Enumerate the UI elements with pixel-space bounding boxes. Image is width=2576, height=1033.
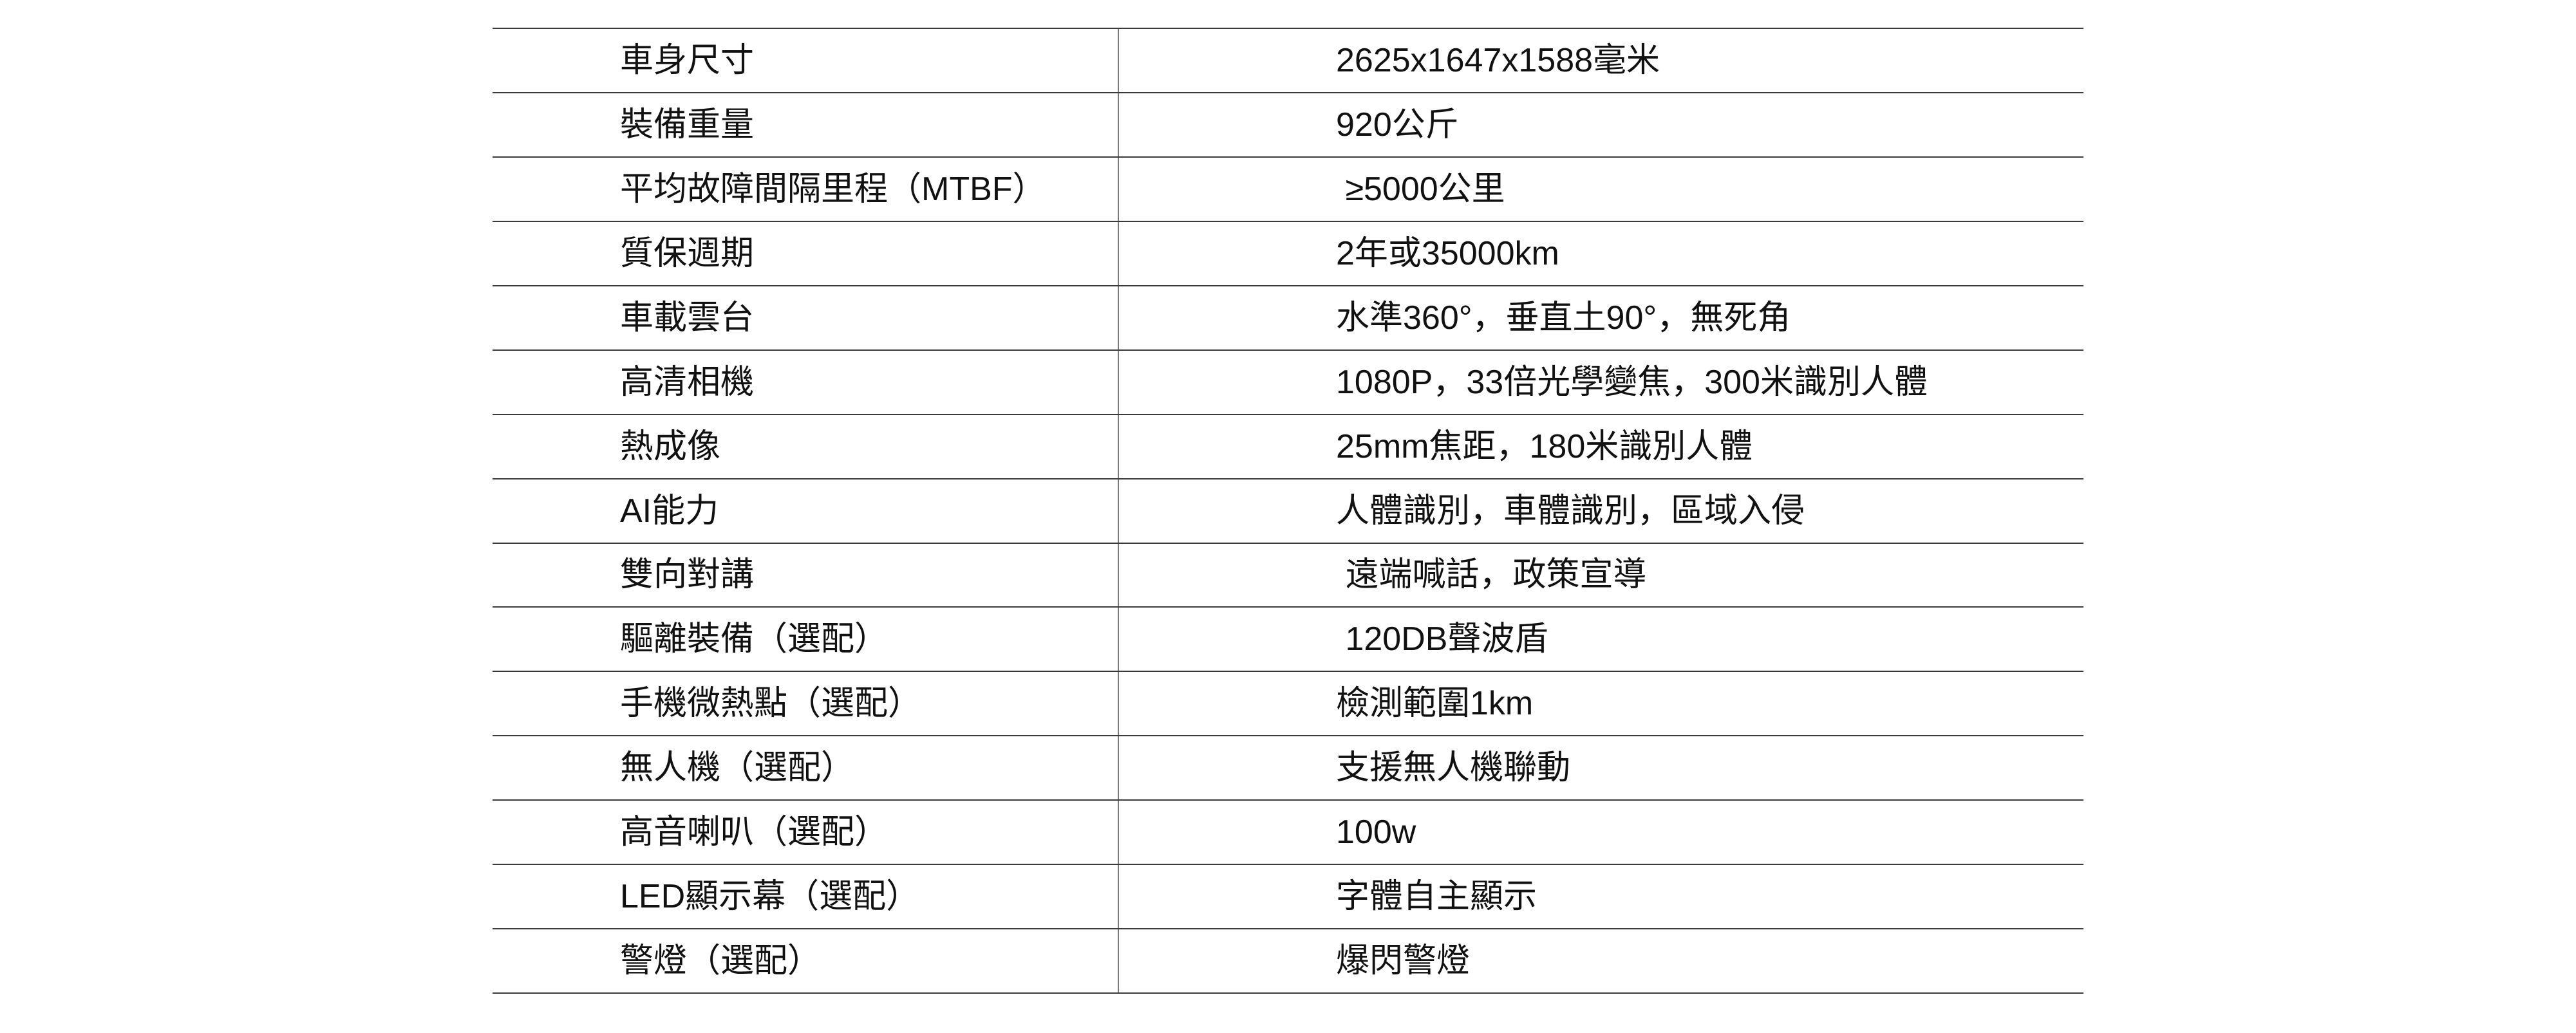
table-row: 熱成像 25mm焦距，180米識別人體 [493,413,2083,478]
spec-value: 爆閃警燈 [1336,942,1471,980]
table-row: 無人機（選配） 支援無人機聯動 [493,735,2083,800]
spec-value: 2625x1647x1588毫米 [1336,41,1660,79]
spec-label: 車載雲台 [620,299,755,337]
spec-value-cell: 2年或35000km [1119,222,2083,285]
spec-value: 字體自主顯示 [1336,878,1537,916]
spec-label-cell: 驅離裝備（選配） [493,608,1119,671]
spec-label: 車身尺寸 [620,41,755,79]
spec-label: 無人機（選配） [620,749,855,787]
spec-value: 人體識別，車體識別，區域入侵 [1336,492,1805,530]
spec-value: 920公斤 [1336,106,1459,144]
spec-label: 質保週期 [620,234,755,272]
spec-label-cell: LED顯示幕（選配） [493,865,1119,929]
table-row: 雙向對講 遠端喊話，政策宣導 [493,542,2083,607]
table-row: 驅離裝備（選配） 120DB聲波盾 [493,606,2083,671]
table-row: AI能力 人體識別，車體識別，區域入侵 [493,478,2083,543]
spec-value-cell: 25mm焦距，180米識別人體 [1119,415,2083,478]
spec-value-cell: 2625x1647x1588毫米 [1119,29,2083,92]
table-row: 高清相機 1080P，33倍光學變焦，300米識別人體 [493,349,2083,414]
spec-label-cell: AI能力 [493,479,1119,543]
spec-value-cell: 爆閃警燈 [1119,929,2083,992]
spec-value: ≥5000公里 [1336,170,1505,208]
spec-label: 警燈（選配） [620,942,822,980]
spec-label-cell: 無人機（選配） [493,736,1119,800]
spec-label: 手機微熱點（選配） [620,685,922,723]
spec-label: 雙向對講 [620,556,755,594]
spec-label: 裝備重量 [620,106,755,144]
table-row: 平均故障間隔里程（MTBF） ≥5000公里 [493,156,2083,221]
spec-label-cell: 裝備重量 [493,93,1119,156]
table-row: 車載雲台 水準360°，垂直土90°，無死角 [493,284,2083,349]
spec-label: AI能力 [620,492,719,530]
spec-label: 高清相機 [620,363,755,401]
spec-value-cell: ≥5000公里 [1119,158,2083,221]
spec-table: 車身尺寸 2625x1647x1588毫米 裝備重量 920公斤 平均故障間隔里… [493,28,2083,994]
spec-label-cell: 高音喇叭（選配） [493,801,1119,864]
spec-label: LED顯示幕（選配） [620,878,920,916]
spec-value-cell: 920公斤 [1119,93,2083,156]
spec-label-cell: 高清相機 [493,350,1119,414]
spec-value-cell: 支援無人機聯動 [1119,736,2083,799]
spec-label-cell: 手機微熱點（選配） [493,672,1119,736]
table-row: LED顯示幕（選配） 字體自主顯示 [493,864,2083,929]
spec-value-cell: 100w [1119,801,2083,864]
spec-value: 1080P，33倍光學變焦，300米識別人體 [1336,363,1928,401]
spec-label: 熱成像 [620,427,721,465]
spec-label: 高音喇叭（選配） [620,814,888,852]
spec-value: 遠端喊話，政策宣導 [1336,556,1647,594]
spec-value: 120DB聲波盾 [1336,620,1548,658]
table-row: 裝備重量 920公斤 [493,91,2083,156]
spec-value-cell: 人體識別，車體識別，區域入侵 [1119,479,2083,543]
spec-label-cell: 警燈（選配） [493,929,1119,993]
table-row: 車身尺寸 2625x1647x1588毫米 [493,28,2083,92]
table-row: 質保週期 2年或35000km [493,220,2083,285]
spec-value: 水準360°，垂直土90°，無死角 [1336,299,1791,337]
spec-label: 驅離裝備（選配） [620,620,888,658]
table-row: 高音喇叭（選配） 100w [493,799,2083,864]
table-row: 警燈（選配） 爆閃警燈 [493,928,2083,993]
spec-label-cell: 熱成像 [493,414,1119,478]
table-row: 手機微熱點（選配） 檢測範圍1km [493,671,2083,736]
spec-label-cell: 車載雲台 [493,286,1119,349]
spec-value-cell: 檢測範圍1km [1119,672,2083,735]
spec-value-cell: 字體自主顯示 [1119,865,2083,928]
spec-value: 檢測範圍1km [1336,685,1534,723]
spec-value-cell: 遠端喊話，政策宣導 [1119,544,2083,607]
spec-value: 2年或35000km [1336,234,1559,272]
spec-label-cell: 平均故障間隔里程（MTBF） [493,157,1119,221]
spec-value-cell: 1080P，33倍光學變焦，300米識別人體 [1119,351,2083,414]
spec-label-cell: 雙向對講 [493,543,1119,607]
spec-label: 平均故障間隔里程（MTBF） [620,170,1046,208]
spec-value: 25mm焦距，180米識別人體 [1336,427,1753,465]
spec-label-cell: 質保週期 [493,221,1119,285]
spec-label-cell: 車身尺寸 [493,29,1119,92]
spec-value: 支援無人機聯動 [1336,749,1571,787]
spec-value-cell: 水準360°，垂直土90°，無死角 [1119,286,2083,349]
spec-value-cell: 120DB聲波盾 [1119,608,2083,671]
spec-value: 100w [1336,814,1416,852]
